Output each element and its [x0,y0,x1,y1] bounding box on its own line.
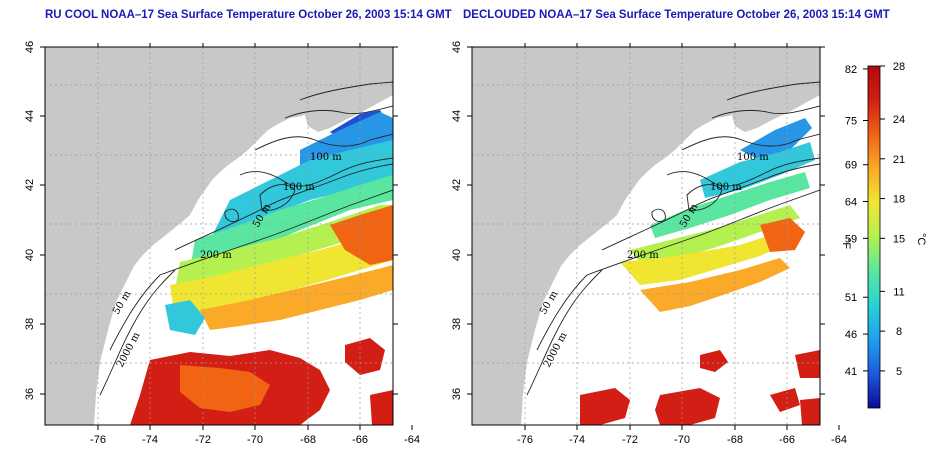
bathymetry-contours-raw [99,81,393,396]
fahrenheit-axis-label: °F [840,238,852,249]
x-tick-label: -66 [352,434,368,446]
fahrenheit-tick-label: 59 [845,233,857,245]
x-tick-label: -64 [831,434,847,446]
land-peninsula [727,70,820,132]
celsius-tick-label: 28 [893,61,905,73]
x-tick-label: -76 [517,434,533,446]
axis-ticks-declouded: -76 -74 -72 -70 -68 -66 -64 36 38 40 42 44 46 [451,41,847,446]
contour-label-100m-a: 100 m [737,152,769,163]
x-tick-label: -72 [622,434,638,446]
celsius-tick-label: 21 [893,154,905,166]
celsius-tick-label: 18 [893,194,905,206]
map-frame-raw [44,46,394,426]
sst-patches-declouded [580,118,820,425]
celsius-axis-label: °C [915,233,927,245]
y-tick-label: 38 [24,318,36,330]
y-tick-label: 36 [24,388,36,400]
y-tick-label: 40 [24,249,36,261]
celsius-tick-label: 15 [893,233,905,245]
y-tick-label: 46 [24,41,36,53]
colorbar: 28 24 21 18 15 11 8 5 82 75 69 64 59 51 46 41 °F °C [840,61,927,409]
x-tick-label: -74 [569,434,585,446]
fahrenheit-tick-label: 82 [845,64,857,76]
panel-1-title: RU COOL NOAA–17 Sea Surface Temperature … [45,9,452,21]
x-tick-label: -68 [727,434,743,446]
y-tick-label: 38 [451,318,463,330]
y-tick-label: 40 [451,249,463,261]
fahrenheit-tick-label: 75 [845,115,857,127]
x-tick-label: -72 [195,434,211,446]
contour-label-100m-a: 100 m [310,152,342,163]
y-tick-label: 46 [451,41,463,53]
x-tick-label: -64 [404,434,420,446]
map-panel-declouded: 100 m 100 m 50 m 200 m 50 m 2000 m -76 -7… [451,41,847,446]
panel-2-title: DECLOUDED NOAA–17 Sea Surface Temperatur… [463,9,890,21]
fahrenheit-tick-label: 64 [845,197,857,209]
colorbar-gradient [867,65,881,409]
x-tick-label: -66 [779,434,795,446]
y-tick-label: 44 [451,110,463,122]
celsius-tick-label: 11 [893,286,904,298]
contour-label-100m-b: 100 m [283,182,315,193]
y-tick-label: 36 [451,388,463,400]
x-tick-label: -74 [142,434,158,446]
fahrenheit-tick-label: 41 [845,366,857,378]
contour-label-200m: 200 m [627,250,659,261]
y-tick-label: 42 [451,179,463,191]
contour-label-100m-b: 100 m [710,182,742,193]
axis-ticks-raw: -76 -74 -72 -70 -68 -66 -64 36 38 40 42 44 46 [24,41,420,446]
y-tick-label: 42 [24,179,36,191]
bathymetry-contours-declouded [526,81,820,396]
celsius-tick-label: 5 [896,366,902,378]
celsius-tick-label: 24 [893,114,905,126]
land-mass [45,47,393,425]
x-tick-label: -70 [674,434,690,446]
grid-lines-raw [45,47,393,425]
map-panel-raw: 100 m 100 m 50 m 200 m 50 m 2000 m -76 -7… [24,41,420,446]
fahrenheit-tick-label: 46 [845,329,857,341]
fahrenheit-tick-label: 51 [845,292,857,304]
contour-label-200m: 200 m [200,250,232,261]
y-tick-label: 44 [24,110,36,122]
x-tick-label: -76 [90,434,106,446]
sst-patches-raw [130,110,393,425]
celsius-tick-label: 8 [896,326,902,338]
x-tick-label: -68 [300,434,316,446]
land-peninsula [300,70,393,132]
x-tick-label: -70 [247,434,263,446]
grid-lines-declouded [472,47,820,425]
fahrenheit-tick-label: 69 [845,160,857,172]
land-mass [472,47,820,425]
map-frame-declouded [471,46,821,426]
